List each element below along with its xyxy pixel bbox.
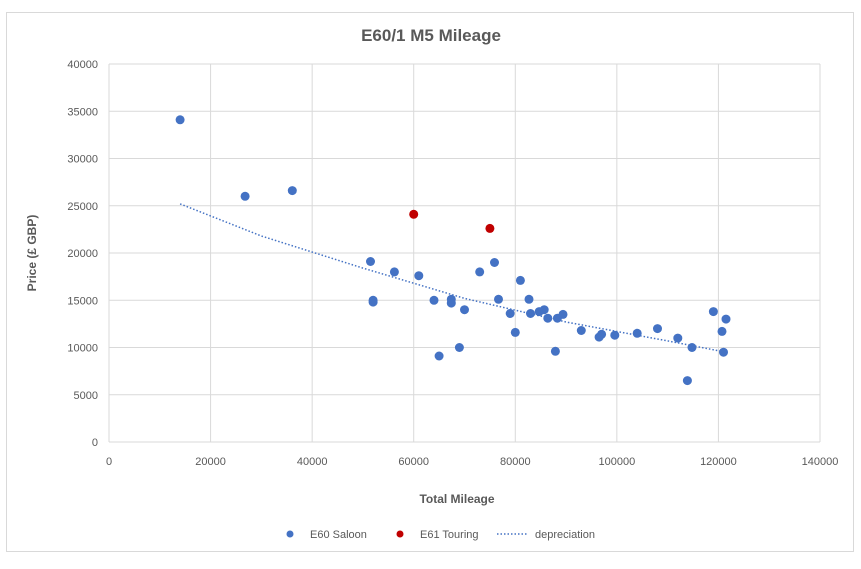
legend-marker-e61-touring xyxy=(396,530,404,538)
x-axis-ticks: 0 20000 40000 60000 80000 100000 120000 140000 xyxy=(106,456,838,468)
trendline-depreciation xyxy=(179,203,727,353)
point-e60-saloon xyxy=(505,309,515,318)
y-tick-label: 40000 xyxy=(67,59,98,71)
point-e60-saloon xyxy=(494,294,503,304)
point-e60-saloon xyxy=(446,298,456,308)
y-tick-label: 30000 xyxy=(67,154,98,166)
x-tick-label: 100000 xyxy=(598,456,635,468)
y-tick-label: 20000 xyxy=(67,248,98,260)
point-e61-touring xyxy=(409,209,419,219)
point-e60-saloon xyxy=(673,333,683,343)
chart-frame: 0 5000 10000 15000 20000 25000 30000 35000 40000… xyxy=(6,12,854,552)
point-e60-saloon xyxy=(610,330,620,340)
point-e60-saloon xyxy=(287,186,297,196)
point-e60-saloon xyxy=(510,327,520,337)
y-tick-label: 0 xyxy=(92,437,98,449)
point-e60-saloon xyxy=(682,376,692,386)
legend-marker-e60-saloon xyxy=(286,530,294,538)
x-axis-title: Total Mileage xyxy=(419,492,494,506)
chart-title: E60/1 M5 Mileage xyxy=(361,26,501,45)
point-e60-saloon xyxy=(490,258,499,267)
point-e60-saloon xyxy=(526,309,535,318)
point-e60-saloon xyxy=(366,257,375,266)
x-tick-label: 140000 xyxy=(802,456,839,468)
point-e60-saloon xyxy=(515,275,525,285)
point-e60-saloon xyxy=(719,347,728,357)
y-tick-label: 15000 xyxy=(67,295,98,307)
y-tick-label: 10000 xyxy=(67,343,98,355)
legend-label-e60-saloon: E60 Saloon xyxy=(310,529,367,541)
point-e60-saloon xyxy=(475,267,485,277)
point-e60-saloon xyxy=(653,324,662,334)
y-tick-label: 5000 xyxy=(74,390,98,402)
x-tick-label: 80000 xyxy=(500,456,531,468)
y-axis-title: Price (£ GBP) xyxy=(25,215,39,292)
point-e60-saloon xyxy=(550,346,560,356)
point-e60-saloon xyxy=(414,271,424,281)
point-e60-saloon xyxy=(632,328,642,338)
y-tick-label: 35000 xyxy=(67,106,98,118)
x-tick-label: 40000 xyxy=(297,456,328,468)
point-e61-touring xyxy=(485,223,495,233)
points-layer xyxy=(175,115,731,386)
x-tick-label: 0 xyxy=(106,456,112,468)
point-e60-saloon xyxy=(368,297,378,307)
point-e60-saloon xyxy=(687,343,697,352)
point-e60-saloon xyxy=(597,329,607,339)
legend-label-e61-touring: E61 Touring xyxy=(420,529,479,541)
trendline-layer xyxy=(179,203,727,353)
point-e60-saloon xyxy=(429,295,439,305)
point-e60-saloon xyxy=(558,309,568,319)
point-e60-saloon xyxy=(543,313,553,323)
point-e60-saloon xyxy=(434,351,444,361)
legend-label-depreciation: depreciation xyxy=(535,529,595,541)
point-e60-saloon xyxy=(389,267,399,277)
grid xyxy=(108,63,821,443)
point-e60-saloon xyxy=(175,115,185,125)
legend: E60 Saloon E61 Touring depreciation xyxy=(286,529,595,541)
y-tick-label: 25000 xyxy=(67,201,98,213)
chart-canvas: 0 5000 10000 15000 20000 25000 30000 35000 40000… xyxy=(25,26,838,541)
point-e60-saloon xyxy=(539,305,549,315)
x-tick-label: 60000 xyxy=(398,456,429,468)
point-e60-saloon xyxy=(524,294,534,304)
x-tick-label: 20000 xyxy=(195,456,226,468)
point-e60-saloon xyxy=(708,307,718,317)
y-axis-ticks: 0 5000 10000 15000 20000 25000 30000 35000 40000 xyxy=(67,59,98,449)
point-e60-saloon xyxy=(576,326,586,335)
point-e60-saloon xyxy=(460,305,469,315)
point-e60-saloon xyxy=(454,343,464,352)
point-e60-saloon xyxy=(717,326,727,336)
point-e60-saloon xyxy=(240,191,250,201)
point-e60-saloon xyxy=(721,314,731,324)
x-tick-label: 120000 xyxy=(700,456,737,468)
